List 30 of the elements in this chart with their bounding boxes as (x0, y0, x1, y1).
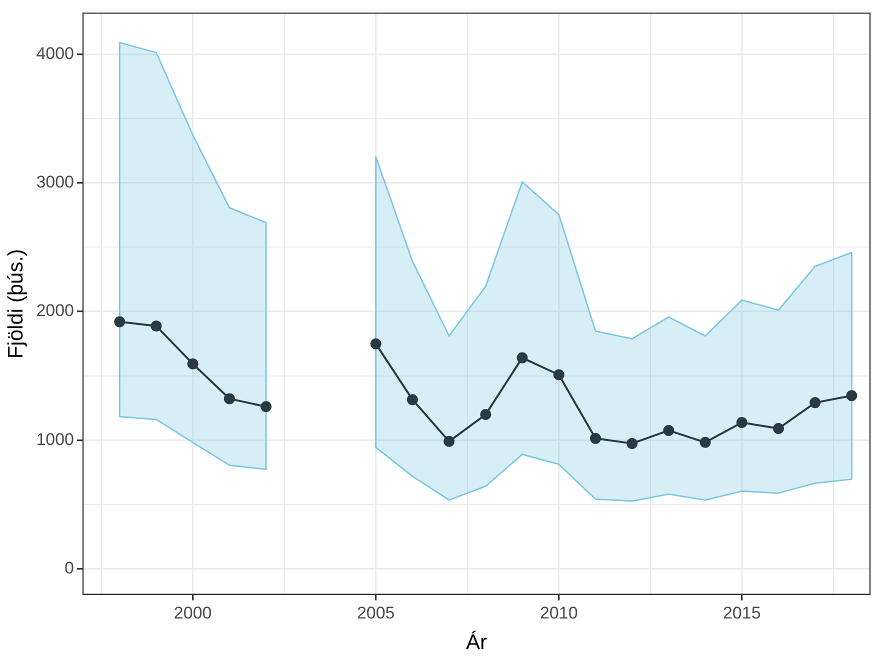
y-tick-label: 1000 (36, 430, 74, 449)
point (260, 401, 272, 412)
y-tick-label: 2000 (36, 301, 74, 320)
point (187, 358, 198, 370)
point (480, 409, 492, 420)
point (150, 320, 162, 332)
point (406, 394, 418, 406)
point (516, 352, 528, 364)
point (114, 316, 126, 328)
point (846, 390, 858, 402)
point (553, 369, 564, 380)
point (772, 423, 784, 434)
point (444, 436, 455, 447)
x-tick-label: 2010 (540, 603, 578, 622)
y-axis-title: Fjöldi (þús.) (4, 248, 28, 359)
point (590, 432, 601, 444)
point (663, 424, 674, 436)
x-axis-title: Ár (466, 630, 488, 654)
point (736, 416, 748, 428)
point (810, 397, 821, 408)
point (700, 436, 711, 448)
x-tick-label: 2000 (174, 603, 212, 622)
y-tick-label: 3000 (36, 172, 74, 192)
point (370, 338, 382, 350)
point (224, 393, 235, 404)
y-tick-label: 4000 (36, 44, 74, 64)
x-tick-label: 2015 (722, 603, 761, 622)
point (626, 438, 638, 449)
y-tick-label: 0 (64, 558, 74, 578)
x-tick-label: 2005 (356, 603, 395, 622)
